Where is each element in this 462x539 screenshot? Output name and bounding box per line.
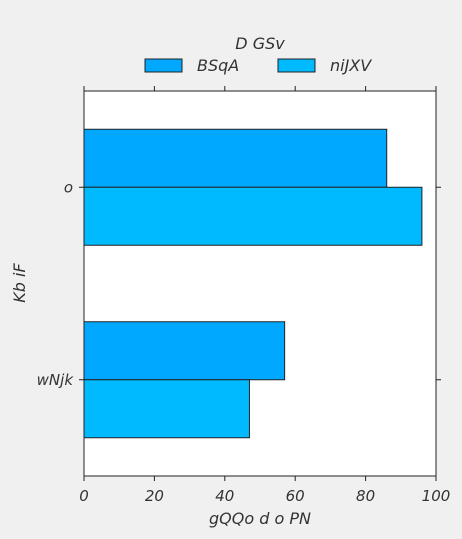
x-tick-label: 60 bbox=[286, 487, 305, 505]
legend: BSqA niJXV bbox=[144, 56, 372, 75]
bar-niJXV-wNjk bbox=[83, 379, 250, 439]
x-axis-label: gQQo d o PN bbox=[209, 509, 311, 528]
legend-title: D GSv bbox=[235, 34, 285, 53]
x-tick-label: 100 bbox=[422, 487, 451, 505]
y-tick-label: o bbox=[64, 178, 73, 196]
legend-label: niJXV bbox=[330, 56, 372, 75]
y-axis-label: Kb iF bbox=[10, 263, 29, 303]
bar-niJXV-o bbox=[83, 186, 423, 246]
x-tick-label: 40 bbox=[215, 487, 234, 505]
x-tick-label: 20 bbox=[145, 487, 164, 505]
x-axis: 0 20 40 60 80 100 bbox=[79, 86, 450, 505]
x-tick-label: 0 bbox=[79, 487, 89, 505]
y-axis: o wNjk bbox=[37, 178, 441, 389]
bars-layer bbox=[83, 128, 423, 439]
x-tick-label: 80 bbox=[356, 487, 375, 505]
bar-BSqA-o bbox=[83, 128, 388, 188]
y-tick-label: wNjk bbox=[37, 371, 75, 389]
bar-BSqA-wNjk bbox=[83, 321, 286, 381]
plot-frame bbox=[83, 90, 437, 477]
legend-swatch-BSqA bbox=[144, 58, 183, 73]
legend-swatch-niJXV bbox=[277, 58, 316, 73]
legend-label: BSqA bbox=[197, 56, 239, 75]
